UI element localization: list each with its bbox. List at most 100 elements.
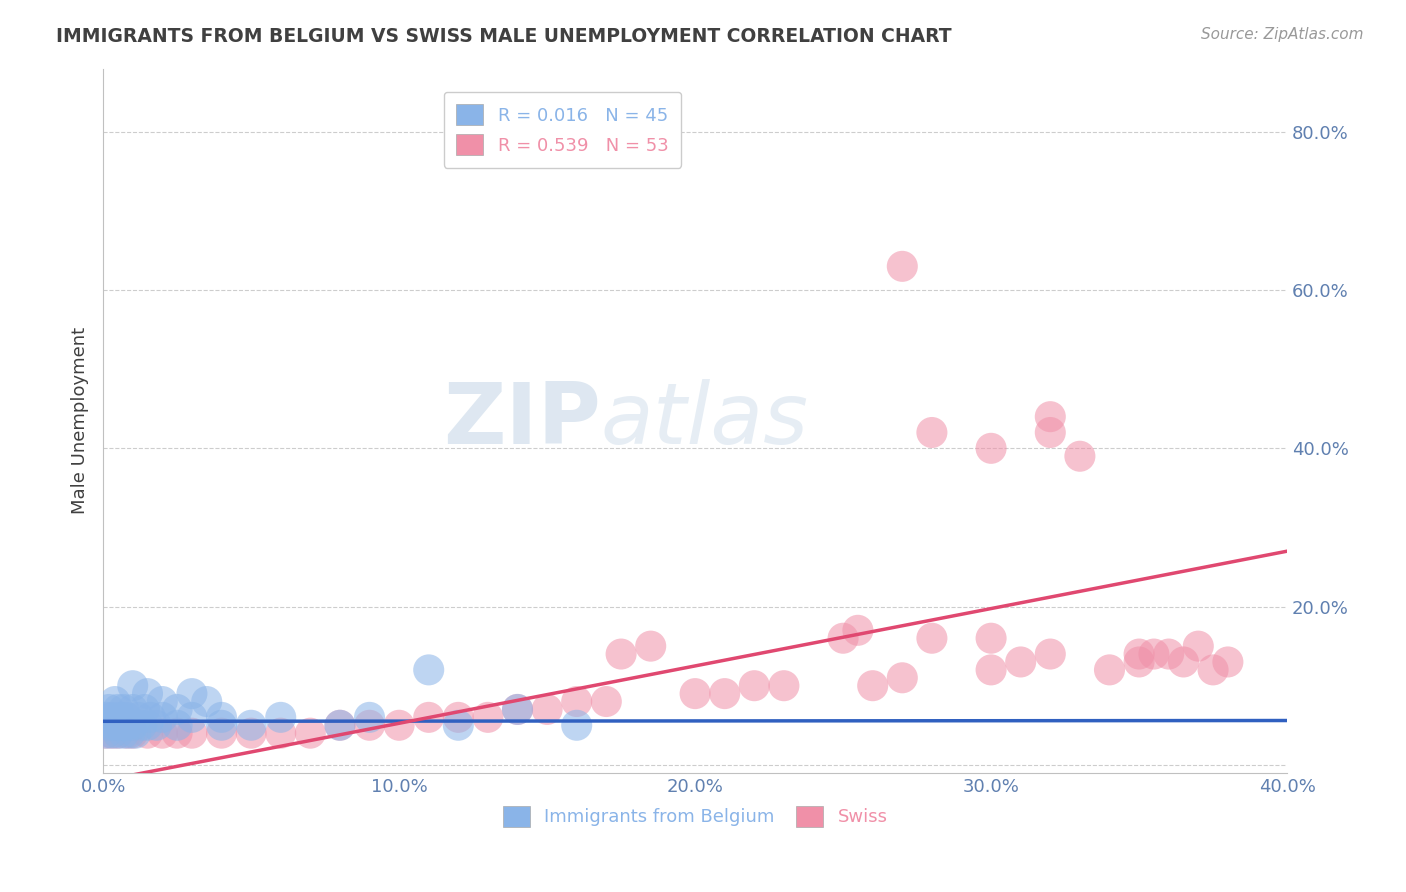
Point	[1069, 449, 1091, 463]
Point	[136, 726, 159, 740]
Point	[181, 710, 204, 724]
Point	[418, 710, 440, 724]
Point	[921, 425, 943, 440]
Point	[121, 726, 143, 740]
Point	[1173, 655, 1195, 669]
Point	[1216, 655, 1239, 669]
Point	[139, 710, 162, 724]
Point	[1187, 639, 1209, 653]
Point	[565, 718, 588, 732]
Point	[1202, 663, 1225, 677]
Point	[862, 679, 884, 693]
Point	[1128, 647, 1150, 661]
Point	[110, 718, 132, 732]
Point	[121, 702, 143, 716]
Point	[506, 702, 529, 716]
Point	[891, 260, 914, 274]
Point	[136, 718, 159, 732]
Point	[359, 710, 381, 724]
Point	[388, 718, 411, 732]
Point	[166, 702, 188, 716]
Point	[112, 702, 135, 716]
Point	[980, 663, 1002, 677]
Text: atlas: atlas	[600, 379, 808, 462]
Text: ZIP: ZIP	[443, 379, 600, 462]
Point	[447, 718, 470, 732]
Point	[166, 718, 188, 732]
Point	[921, 632, 943, 646]
Point	[640, 639, 662, 653]
Point	[1128, 655, 1150, 669]
Point	[359, 718, 381, 732]
Point	[1039, 647, 1062, 661]
Point	[329, 718, 352, 732]
Point	[94, 710, 117, 724]
Point	[136, 687, 159, 701]
Point	[1098, 663, 1121, 677]
Point	[713, 687, 735, 701]
Point	[742, 679, 765, 693]
Text: IMMIGRANTS FROM BELGIUM VS SWISS MALE UNEMPLOYMENT CORRELATION CHART: IMMIGRANTS FROM BELGIUM VS SWISS MALE UN…	[56, 27, 952, 45]
Point	[94, 726, 117, 740]
Point	[166, 726, 188, 740]
Point	[110, 710, 132, 724]
Point	[115, 718, 138, 732]
Point	[107, 726, 129, 740]
Point	[104, 718, 127, 732]
Point	[131, 718, 153, 732]
Point	[115, 710, 138, 724]
Point	[506, 702, 529, 716]
Point	[565, 694, 588, 708]
Point	[211, 710, 233, 724]
Point	[145, 718, 167, 732]
Point	[150, 710, 173, 724]
Point	[773, 679, 796, 693]
Point	[536, 702, 558, 716]
Point	[270, 726, 292, 740]
Point	[150, 726, 173, 740]
Point	[610, 647, 633, 661]
Point	[447, 710, 470, 724]
Point	[118, 726, 141, 740]
Point	[1157, 647, 1180, 661]
Point	[125, 726, 148, 740]
Text: Source: ZipAtlas.com: Source: ZipAtlas.com	[1201, 27, 1364, 42]
Point	[101, 726, 124, 740]
Point	[329, 718, 352, 732]
Point	[181, 687, 204, 701]
Point	[477, 710, 499, 724]
Point	[1039, 409, 1062, 424]
Point	[211, 726, 233, 740]
Point	[832, 632, 855, 646]
Point	[195, 694, 218, 708]
Point	[94, 726, 117, 740]
Point	[98, 718, 121, 732]
Point	[112, 726, 135, 740]
Point	[107, 702, 129, 716]
Point	[240, 718, 263, 732]
Point	[980, 442, 1002, 456]
Point	[121, 679, 143, 693]
Point	[107, 726, 129, 740]
Point	[270, 710, 292, 724]
Point	[101, 726, 124, 740]
Point	[418, 663, 440, 677]
Point	[211, 718, 233, 732]
Point	[1039, 425, 1062, 440]
Point	[240, 726, 263, 740]
Y-axis label: Male Unemployment: Male Unemployment	[72, 327, 89, 514]
Point	[891, 671, 914, 685]
Point	[150, 694, 173, 708]
Point	[128, 710, 150, 724]
Point	[115, 726, 138, 740]
Legend: Immigrants from Belgium, Swiss: Immigrants from Belgium, Swiss	[495, 799, 894, 834]
Point	[101, 710, 124, 724]
Point	[121, 718, 143, 732]
Point	[683, 687, 706, 701]
Point	[595, 694, 617, 708]
Point	[181, 726, 204, 740]
Point	[299, 726, 322, 740]
Point	[1010, 655, 1032, 669]
Point	[98, 702, 121, 716]
Point	[846, 624, 869, 638]
